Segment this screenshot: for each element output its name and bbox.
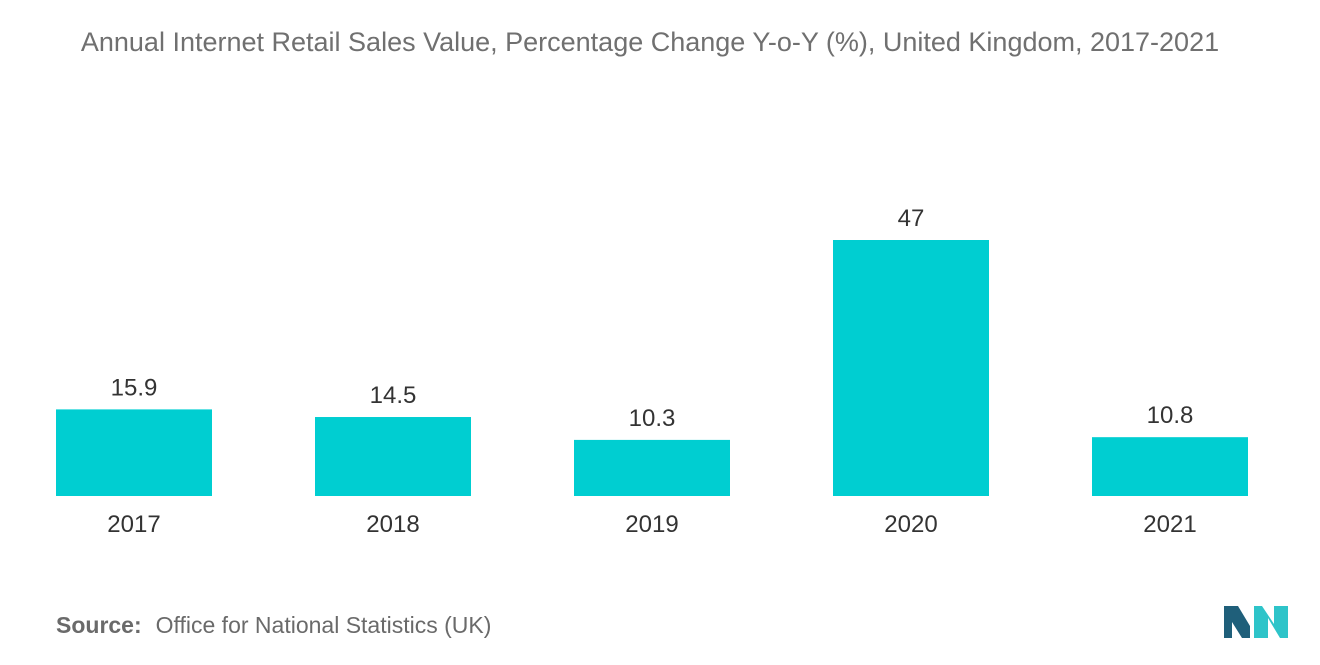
x-tick-label-2021: 2021 xyxy=(1143,511,1196,538)
x-tick-label-2020: 2020 xyxy=(884,511,937,538)
data-label-2021: 10.8 xyxy=(1147,402,1194,429)
bar-2017 xyxy=(56,409,212,496)
data-label-2020: 47 xyxy=(898,205,925,232)
bar-2019 xyxy=(574,439,730,496)
data-label-2017: 15.9 xyxy=(111,374,158,401)
bar-2020 xyxy=(833,240,989,496)
data-label-2018: 14.5 xyxy=(370,382,417,409)
x-tick-label-2019: 2019 xyxy=(625,511,678,538)
bar-2018 xyxy=(315,417,471,496)
bar-chart: 15.9 2017 14.5 2018 10.3 2019 47 2020 10.8 2021 xyxy=(56,205,1248,538)
bar-2021 xyxy=(1092,437,1248,496)
source-label: Source: xyxy=(56,612,142,638)
chart-title: Annual Internet Retail Sales Value, Perc… xyxy=(80,27,1220,57)
data-label-2019: 10.3 xyxy=(629,405,676,432)
mordor-intelligence-logo-icon xyxy=(1224,606,1288,638)
x-tick-label-2018: 2018 xyxy=(366,511,419,538)
x-tick-label-2017: 2017 xyxy=(107,511,160,538)
source-note: Source: Office for National Statistics (U… xyxy=(56,612,491,639)
source-text: Office for National Statistics (UK) xyxy=(155,612,492,638)
